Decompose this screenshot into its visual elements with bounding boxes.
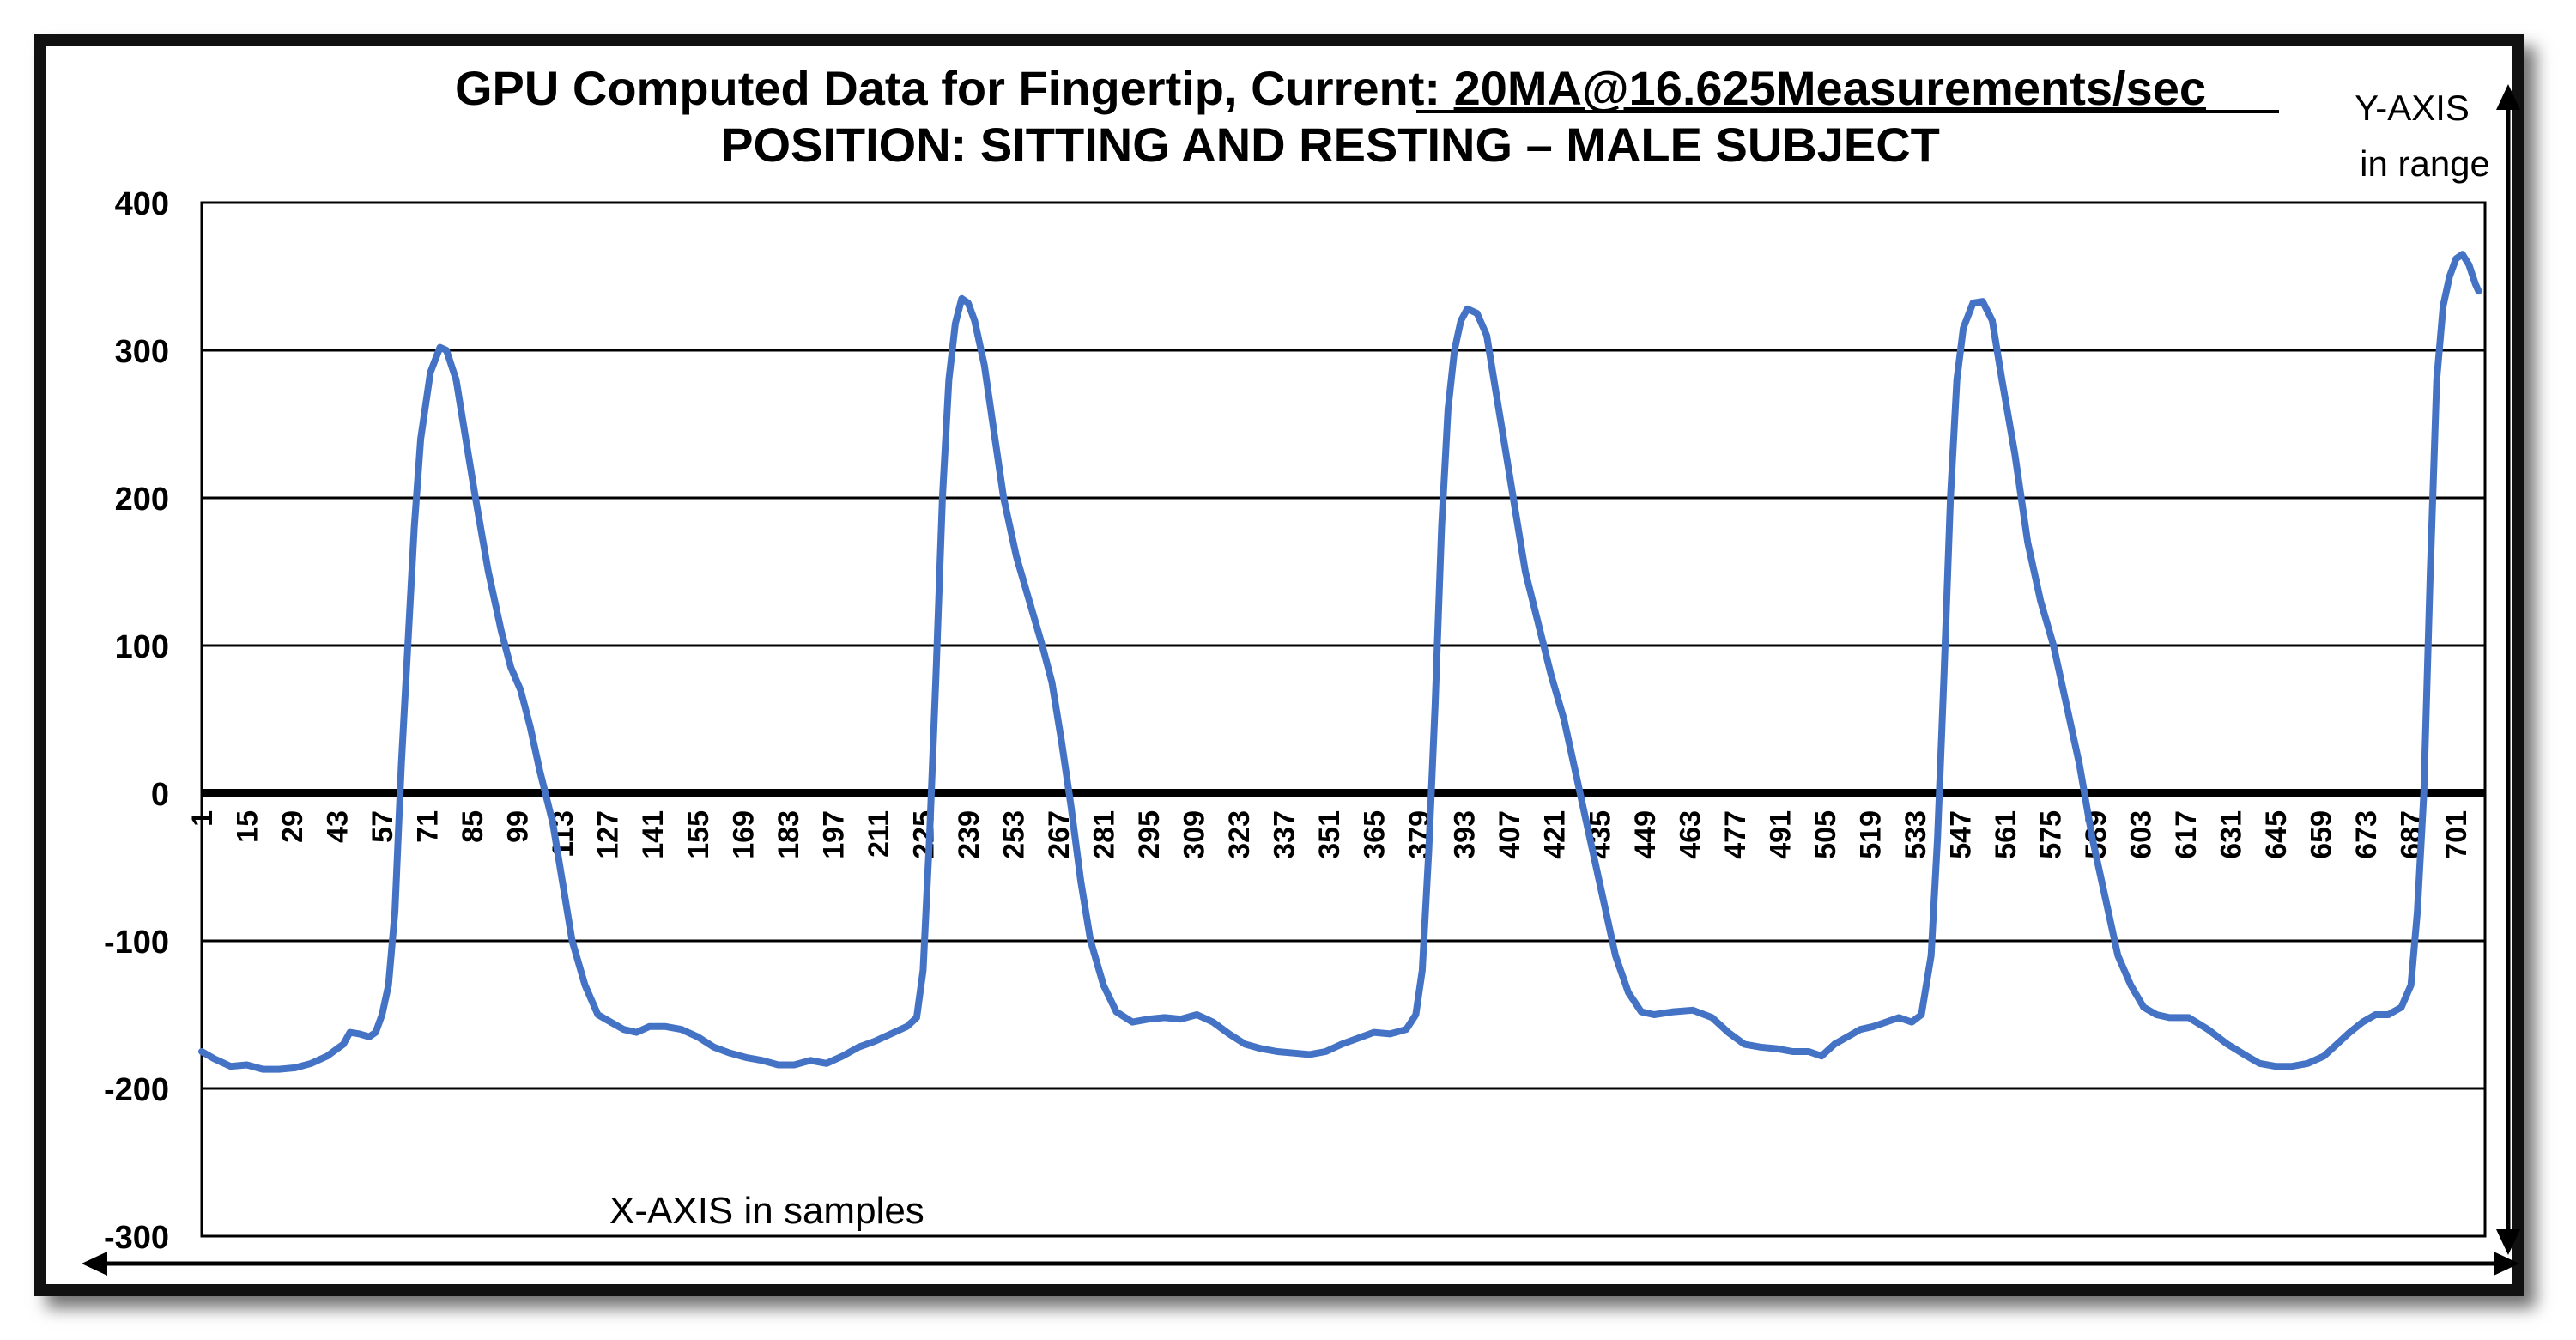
x-tick-label: 239 bbox=[953, 810, 985, 859]
x-tick-label: 533 bbox=[1900, 810, 1932, 859]
chart-title-underlined: 20MA@16.625Measurements/sec bbox=[1454, 61, 2206, 115]
x-tick-label: 477 bbox=[1719, 810, 1752, 859]
x-tick-label: 491 bbox=[1764, 810, 1797, 859]
x-tick-label: 561 bbox=[1990, 810, 2022, 859]
x-tick-label: 505 bbox=[1809, 810, 1842, 859]
x-tick-label: 365 bbox=[1359, 810, 1391, 859]
x-tick-label: 449 bbox=[1629, 810, 1662, 859]
x-tick-label: 617 bbox=[2170, 810, 2203, 859]
x-tick-label: 253 bbox=[997, 810, 1030, 859]
y-axis-label-line1: Y-AXIS bbox=[2355, 88, 2470, 128]
y-tick-label: -100 bbox=[104, 925, 169, 961]
x-tick-label: 281 bbox=[1088, 810, 1120, 859]
x-tick-label: 197 bbox=[817, 810, 850, 859]
x-tick-label: 701 bbox=[2440, 810, 2473, 859]
y-axis-ticks: 400 300 200 100 0 -100 -200 -300 bbox=[104, 186, 169, 1256]
x-tick-label: 547 bbox=[1944, 810, 1977, 859]
y-tick-label: 100 bbox=[115, 629, 169, 665]
x-tick-label: 463 bbox=[1674, 810, 1706, 859]
x-tick-label: 575 bbox=[2035, 810, 2068, 859]
y-tick-label: -200 bbox=[104, 1072, 169, 1108]
x-tick-label: 183 bbox=[773, 810, 805, 859]
x-tick-label: 351 bbox=[1313, 810, 1346, 859]
x-tick-label: 141 bbox=[637, 810, 670, 859]
x-tick-label: 43 bbox=[322, 810, 355, 843]
x-tick-label: 407 bbox=[1494, 810, 1526, 859]
x-tick-label: 85 bbox=[457, 810, 489, 843]
x-tick-label: 603 bbox=[2125, 810, 2158, 859]
x-tick-label: 71 bbox=[412, 810, 445, 843]
y-tick-label: -300 bbox=[104, 1220, 169, 1256]
gridlines bbox=[202, 349, 2485, 1090]
series-line bbox=[198, 251, 2482, 1073]
chart-subtitle: POSITION: SITTING AND RESTING – MALE SUB… bbox=[721, 118, 1940, 172]
x-tick-label: 337 bbox=[1269, 810, 1301, 859]
x-tick-label: 393 bbox=[1449, 810, 1482, 859]
x-tick-label: 1 bbox=[186, 810, 219, 827]
y-tick-label: 200 bbox=[115, 482, 169, 518]
x-tick-label: 295 bbox=[1133, 810, 1166, 859]
x-tick-label: 421 bbox=[1539, 810, 1572, 859]
x-tick-label: 127 bbox=[592, 810, 625, 859]
x-tick-label: 15 bbox=[232, 810, 264, 843]
y-tick-label: 0 bbox=[151, 777, 169, 813]
x-tick-label: 169 bbox=[727, 810, 760, 859]
x-tick-label: 673 bbox=[2350, 810, 2383, 859]
x-tick-label: 155 bbox=[682, 810, 715, 859]
x-axis-label: X-AXIS in samples bbox=[609, 1190, 924, 1232]
x-tick-label: 309 bbox=[1179, 810, 1211, 859]
chart-title: GPU Computed Data for Fingertip, Current… bbox=[455, 61, 2206, 115]
y-axis-label-line2: in range bbox=[2360, 143, 2490, 184]
x-axis-arrow bbox=[82, 1252, 2519, 1276]
plot-border bbox=[200, 201, 2487, 1238]
x-tick-label: 659 bbox=[2306, 810, 2338, 859]
x-tick-label: 29 bbox=[276, 810, 309, 843]
chart-title-group: GPU Computed Data for Fingertip, Current… bbox=[455, 61, 2279, 172]
x-tick-label: 631 bbox=[2215, 810, 2248, 859]
x-tick-label: 519 bbox=[1854, 810, 1887, 859]
y-tick-label: 400 bbox=[115, 186, 169, 222]
chart-title-prefix: GPU Computed Data for Fingertip, Current… bbox=[455, 61, 1454, 115]
x-tick-label: 99 bbox=[502, 810, 535, 843]
x-tick-label: 645 bbox=[2260, 810, 2293, 859]
x-tick-label: 211 bbox=[863, 810, 895, 858]
x-tick-label: 323 bbox=[1223, 810, 1256, 859]
x-tick-label: 57 bbox=[367, 810, 399, 843]
plot-area: 400 300 200 100 0 -100 -200 -300 1 15 29 43 57 71 85 9… bbox=[104, 186, 2487, 1256]
y-tick-label: 300 bbox=[115, 334, 169, 370]
x-tick-label: 225 bbox=[907, 810, 940, 859]
y-axis-arrow bbox=[2496, 84, 2520, 1255]
